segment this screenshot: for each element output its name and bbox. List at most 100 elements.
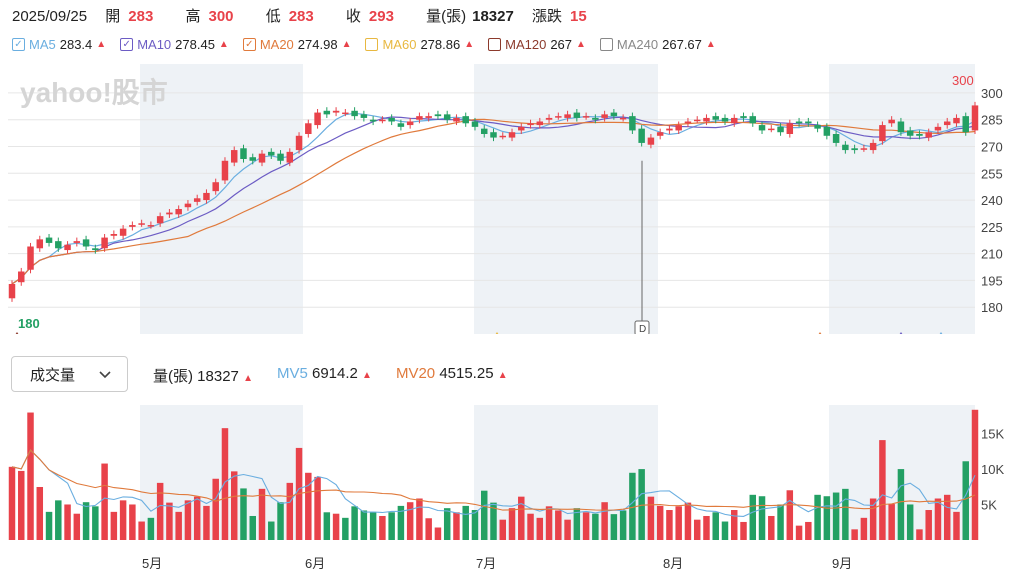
ma-legend-item-ma5[interactable]: ✓ MA5 283.4 ▲	[12, 37, 106, 52]
candle-body	[119, 228, 127, 236]
candle-body	[184, 203, 192, 208]
volume-bar	[184, 500, 192, 540]
ma-cross-marker	[939, 332, 943, 334]
volume-bar	[138, 521, 145, 540]
y-tick-label: 225	[981, 220, 1003, 235]
candle-body	[943, 121, 951, 126]
candle-body	[462, 116, 469, 124]
volume-bar	[397, 505, 405, 540]
candle-body	[499, 135, 507, 138]
volume-bar	[453, 512, 460, 540]
volume-bar	[629, 472, 636, 540]
ma-legend-item-ma60[interactable]: MA60 278.86 ▲	[365, 37, 474, 52]
ma-legend-item-ma10[interactable]: ✓ MA10 278.45 ▲	[120, 37, 229, 52]
x-month-label: 5月	[142, 556, 162, 571]
checkbox-icon[interactable]: ✓	[120, 38, 134, 51]
candle-body	[27, 246, 34, 270]
candle-body	[527, 123, 534, 126]
candle-body	[508, 132, 516, 138]
volume-bar	[351, 506, 358, 540]
candle-body	[777, 126, 784, 133]
mv5-line	[11, 449, 976, 517]
ma-name: MA120	[505, 37, 547, 52]
candle-body	[906, 130, 914, 136]
month-band	[474, 64, 658, 334]
high-value: 300	[208, 8, 234, 25]
volume-value: 18327	[472, 8, 514, 25]
candle-body	[101, 237, 108, 249]
candle-body	[971, 105, 979, 131]
volume-bar	[508, 508, 516, 540]
month-band	[474, 405, 658, 540]
ma-legend-item-ma20[interactable]: ✓ MA20 274.98 ▲	[242, 37, 351, 52]
volume-bar	[425, 518, 432, 540]
candle-body	[647, 137, 655, 145]
volume-bar	[656, 505, 664, 540]
volume-label: 量(張)	[426, 8, 467, 25]
candle-body	[842, 144, 849, 151]
volume-bar	[953, 511, 960, 540]
volume-bar	[906, 504, 914, 540]
candle-body	[323, 110, 331, 115]
candle-body	[351, 110, 358, 117]
checkbox-icon[interactable]: ✓	[242, 38, 256, 51]
volume-bar	[221, 428, 229, 540]
volume-bar	[203, 505, 210, 540]
ma-legend-item-ma240[interactable]: MA240 267.67 ▲	[599, 37, 716, 52]
quote-header: 2025/09/25 開 283 高 300 低 283 收 293 量(張) 18327…	[12, 5, 615, 26]
volume-bar	[832, 492, 840, 540]
volume-bar	[518, 496, 525, 540]
ma-cross-marker	[899, 332, 903, 334]
candle-body	[193, 198, 201, 202]
candle-body	[555, 116, 562, 118]
volume-bar	[82, 502, 90, 540]
candle-body	[203, 192, 210, 201]
y-tick-label: 255	[981, 166, 1003, 181]
ma-name: MA240	[616, 37, 659, 52]
checkbox-icon[interactable]: ✓	[12, 38, 25, 51]
candle-body	[64, 244, 71, 251]
volume-bar	[305, 472, 312, 540]
volume-bar	[601, 502, 608, 540]
volume-bar	[8, 466, 16, 540]
candle-body	[721, 117, 729, 122]
ma-legend-item-ma120[interactable]: MA120 267 ▲	[488, 37, 586, 52]
up-arrow-icon: ▲	[497, 370, 508, 381]
volume-bar	[156, 482, 164, 540]
checkbox-icon[interactable]	[488, 38, 502, 51]
vol-value: 18327	[197, 368, 239, 385]
volume-bar	[240, 488, 247, 540]
volume-bar	[860, 517, 868, 540]
mv20-label: MV20	[395, 365, 436, 382]
candle-body	[73, 241, 81, 243]
candle-body	[434, 114, 442, 117]
volume-bar	[842, 488, 849, 540]
close-label: 收	[345, 8, 361, 25]
candle-body	[740, 116, 747, 118]
volume-bar	[851, 529, 858, 540]
volume-bar	[332, 513, 340, 540]
volume-bar	[147, 517, 155, 540]
candle-body	[897, 121, 905, 133]
candle-body	[212, 182, 219, 192]
volume-bar	[480, 490, 488, 540]
volume-bar	[55, 500, 62, 540]
chevron-down-icon	[99, 366, 111, 383]
volume-bar	[175, 511, 182, 540]
volume-bar	[610, 514, 618, 540]
volume-bar	[925, 510, 932, 540]
volume-bar	[712, 512, 719, 540]
volume-bar	[462, 505, 469, 540]
volume-bar	[897, 469, 905, 540]
candle-body	[879, 125, 886, 142]
up-arrow-icon: ▲	[576, 39, 586, 50]
volume-bar	[582, 512, 590, 540]
indicator-select[interactable]: 成交量	[11, 356, 128, 392]
volume-bar	[230, 471, 238, 540]
candle-body	[592, 117, 599, 120]
checkbox-icon[interactable]	[599, 38, 613, 51]
volume-bar	[416, 498, 423, 540]
checkbox-icon[interactable]	[365, 38, 379, 51]
volume-bar	[888, 504, 895, 540]
ma-value: 283.4	[59, 37, 93, 52]
